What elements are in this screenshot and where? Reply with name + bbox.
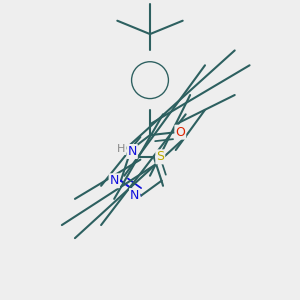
Text: N: N [130,189,139,202]
Text: N: N [110,174,119,187]
Text: N: N [128,145,137,158]
Text: O: O [176,126,185,139]
Text: H: H [117,144,125,154]
Text: S: S [156,150,164,163]
